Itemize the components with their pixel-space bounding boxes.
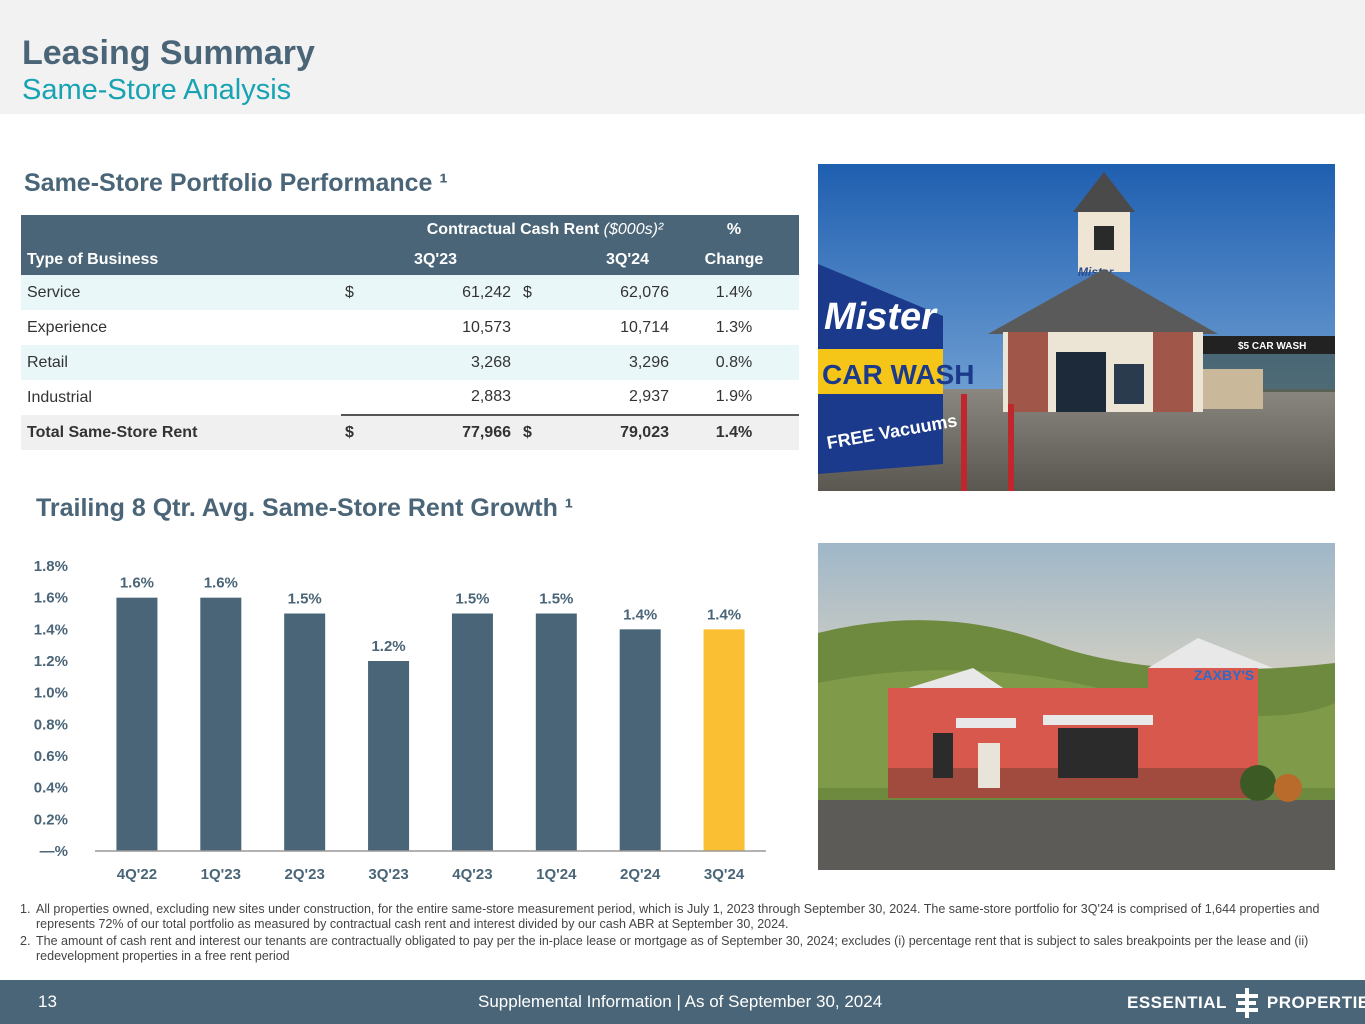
header-type: Type of Business: [21, 245, 341, 275]
rent-growth-chart: —% 0.2% 0.4% 0.6% 0.8% 1.0% 1.2% 1.4% 1.6% 1.8% 1.…: [20, 548, 790, 888]
bar: [703, 629, 745, 851]
bar: [451, 613, 493, 851]
y-tick-label: —%: [40, 843, 68, 860]
x-tick-label: 1Q'23: [201, 866, 241, 883]
x-tick-label: 3Q'23: [368, 866, 408, 883]
y-tick-label: 1.4%: [34, 621, 68, 638]
data-label: 1.5%: [288, 591, 322, 608]
page-title: Leasing Summary: [22, 34, 315, 72]
y-tick-label: 1.8%: [34, 558, 68, 575]
table-row: Industrial 2,883 2,937 1.9%: [27, 388, 753, 406]
header-q1: 3Q'23: [341, 245, 511, 275]
table-row: Service $ 61,242 $ 62,076 1.4%: [21, 275, 799, 310]
bar: [284, 613, 326, 851]
car-wash-sign-line1: Mister: [824, 296, 938, 338]
bar: [116, 597, 158, 851]
y-tick-label: 1.0%: [34, 685, 68, 702]
data-label: 1.4%: [707, 606, 741, 623]
car-wash-banner-text: $5 CAR WASH: [1238, 341, 1306, 352]
table-total-row: Total Same-Store Rent $ 77,966 $ 79,023 …: [21, 414, 799, 450]
restaurant-image: ZAXBY'S: [818, 543, 1335, 870]
car-wash-sign-line2: CAR WASH: [822, 359, 974, 390]
y-tick-label: 0.4%: [34, 780, 68, 797]
same-store-table: Contractual Cash Rent ($000s)² % Type of…: [21, 215, 799, 450]
data-label: 1.4%: [623, 606, 657, 623]
y-tick-label: 1.6%: [34, 590, 68, 607]
y-tick-label: 0.2%: [34, 811, 68, 828]
slide-header: Leasing Summary Same-Store Analysis: [0, 0, 1365, 114]
x-tick-label: 2Q'24: [620, 866, 661, 883]
chart-canvas: —% 0.2% 0.4% 0.6% 0.8% 1.0% 1.2% 1.4% 1.6% 1.8% 1.…: [34, 558, 766, 883]
page-number: 13: [38, 992, 57, 1011]
y-tick-label: 0.6%: [34, 748, 68, 765]
bar: [535, 613, 577, 851]
y-tick-label: 1.2%: [34, 653, 68, 670]
x-tick-label: 4Q'22: [117, 866, 157, 883]
header-group-label: Contractual Cash Rent ($000s)²: [341, 215, 669, 245]
header-change: Change: [669, 245, 799, 275]
footnote-1: 1. All properties owned, excluding new s…: [20, 902, 1320, 931]
table-section-title: Same-Store Portfolio Performance ¹: [24, 169, 448, 197]
bar: [368, 661, 410, 851]
x-tick-label: 1Q'24: [536, 866, 577, 883]
data-label: 1.2%: [371, 638, 405, 655]
footnotes: 1. All properties owned, excluding new s…: [20, 902, 1345, 966]
page-subtitle: Same-Store Analysis: [22, 74, 292, 106]
x-tick-label: 2Q'23: [285, 866, 325, 883]
footnote-2: 2. The amount of cash rent and interest …: [20, 934, 1309, 963]
bar: [200, 597, 242, 851]
slide-footer: 13 Supplemental Information | As of Sept…: [0, 980, 1365, 1024]
footer-info: Supplemental Information | As of Septemb…: [478, 992, 883, 1011]
car-wash-image: $5 CAR WASH Mister Mister CAR WASH FREE …: [818, 164, 1335, 491]
table-row: Experience 10,573 10,714 1.3%: [27, 318, 753, 336]
table-header-row-top: Contractual Cash Rent ($000s)² %: [21, 215, 799, 245]
company-logo: ESSENTIAL PROPERTIES: [1127, 988, 1365, 1018]
data-label: 1.6%: [204, 575, 238, 592]
table-header-row-bottom: Type of Business 3Q'23 3Q'24 Change: [21, 245, 799, 275]
logo-mark-icon: [1235, 988, 1258, 1018]
restaurant-photo: ZAXBY'S: [818, 543, 1335, 870]
y-tick-label: 0.8%: [34, 716, 68, 733]
chart-section-title: Trailing 8 Qtr. Avg. Same-Store Rent Gro…: [36, 494, 574, 522]
x-tick-label: 3Q'24: [704, 866, 745, 883]
data-label: 1.5%: [539, 591, 573, 608]
car-wash-photo: $5 CAR WASH Mister Mister CAR WASH FREE …: [818, 164, 1335, 491]
header-pct: %: [669, 215, 799, 245]
restaurant-sign-text: ZAXBY'S: [1194, 667, 1254, 683]
header-q2: 3Q'24: [511, 245, 669, 275]
bar: [619, 629, 661, 851]
x-tick-label: 4Q'23: [452, 866, 492, 883]
table-row: Retail 3,268 3,296 0.8%: [21, 345, 799, 380]
data-label: 1.5%: [455, 591, 489, 608]
data-label: 1.6%: [120, 575, 154, 592]
